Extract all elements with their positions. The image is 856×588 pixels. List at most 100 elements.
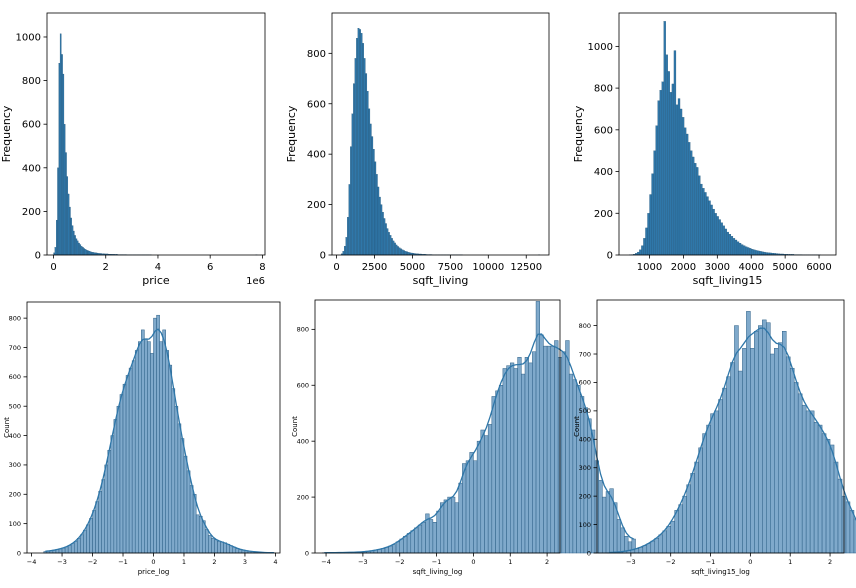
bar — [59, 33, 62, 256]
bar — [747, 247, 750, 256]
bar — [813, 421, 819, 554]
bar — [833, 461, 839, 554]
y-tick-label: 400 — [307, 150, 326, 161]
bar — [561, 351, 566, 554]
bar — [226, 543, 230, 554]
bar — [774, 348, 779, 554]
kde-line — [324, 333, 634, 554]
bar — [720, 222, 723, 256]
bar — [82, 247, 84, 256]
bar — [62, 73, 65, 256]
bar — [89, 518, 93, 554]
bar — [150, 353, 154, 554]
bar — [698, 447, 703, 554]
bar — [755, 250, 758, 256]
y-tick-label: 800 — [594, 84, 613, 95]
bar — [657, 100, 660, 256]
bar — [649, 194, 652, 256]
bar — [659, 90, 662, 256]
y-tick-label: 800 — [22, 76, 41, 87]
bar — [347, 217, 349, 256]
bar — [646, 543, 652, 554]
bar — [89, 251, 92, 256]
bar — [95, 501, 99, 554]
bar — [728, 234, 732, 256]
x-tick-label: 3000 — [705, 262, 730, 273]
bar — [738, 242, 742, 256]
bar — [119, 394, 124, 554]
bar — [407, 252, 410, 256]
subplot-2: 0 2500 5000 7500 10000 12500 0 200 400 600 800 sqft… — [285, 12, 550, 287]
y-tick-label: 300 — [579, 464, 591, 472]
bar — [192, 494, 197, 554]
bar — [380, 204, 383, 256]
x-tick-label: −2 — [666, 558, 676, 566]
bar — [351, 113, 354, 256]
y-tick-label: 600 — [9, 373, 21, 381]
bar — [742, 348, 747, 554]
y-tick-label: 600 — [594, 125, 613, 136]
bar — [101, 479, 105, 554]
bar — [718, 399, 723, 554]
histogram-bars — [43, 314, 276, 554]
bar — [383, 218, 386, 256]
bar — [414, 527, 419, 554]
y-tick-label: 200 — [594, 209, 613, 220]
bar — [758, 325, 763, 554]
bar — [395, 244, 398, 256]
bar — [61, 54, 63, 256]
bar — [620, 527, 625, 554]
bar — [740, 244, 744, 256]
x-tick-label: 0 — [333, 262, 339, 273]
bar — [650, 540, 656, 554]
bar — [70, 543, 75, 554]
bar — [543, 345, 548, 554]
bar — [757, 250, 760, 256]
x-tick-label: 3 — [243, 558, 247, 566]
y-tick-label: 800 — [9, 314, 21, 322]
x-tick-label: 0 — [471, 558, 475, 566]
bar — [642, 545, 648, 554]
y-tick-label: 400 — [9, 432, 21, 440]
y-tick-label: 800 — [307, 49, 326, 60]
bar — [734, 239, 738, 256]
y-tick-label: 200 — [579, 492, 591, 500]
bar — [462, 463, 467, 554]
bar — [410, 530, 415, 554]
x-tick-label: 12500 — [510, 262, 542, 273]
x-tick-label: −2 — [88, 558, 98, 566]
bar — [362, 43, 364, 256]
bar — [583, 407, 588, 554]
bar — [675, 104, 679, 256]
bar — [673, 50, 677, 256]
x-tick-label: −1 — [432, 558, 442, 566]
bar — [696, 167, 699, 256]
bar — [665, 54, 668, 256]
bar — [363, 58, 366, 256]
subplot-6: −3 −2 −1 0 1 2 0 100 200 300 400 500 600 700 800 sqft_l… — [573, 299, 856, 576]
bar — [770, 353, 775, 554]
x-tick-label: 0 — [748, 558, 752, 566]
x-axis-label: sqft_living15 — [693, 274, 763, 287]
bar — [655, 125, 658, 256]
histogram-bars — [53, 33, 258, 256]
bar — [718, 219, 721, 256]
bar — [211, 538, 215, 554]
bar — [753, 249, 756, 256]
bar — [417, 524, 423, 554]
bar — [398, 247, 401, 256]
bar — [113, 419, 118, 554]
bar — [406, 533, 412, 554]
bar — [730, 362, 735, 554]
bar — [365, 73, 368, 256]
bar — [726, 231, 729, 256]
x-tick-label: 4 — [155, 262, 161, 273]
bar — [345, 237, 348, 256]
x-axis-label: sqft_living_log — [413, 568, 463, 576]
y-tick-label: 600 — [297, 382, 309, 390]
x-tick-label: −4 — [321, 558, 331, 566]
x-tick-label: 2 — [212, 558, 216, 566]
bar — [817, 424, 823, 554]
x-axis-label: price_log — [138, 568, 170, 576]
bar — [381, 212, 384, 256]
